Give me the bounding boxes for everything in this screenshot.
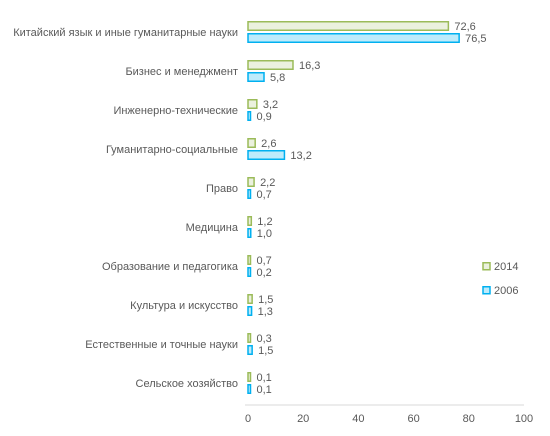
- bar-2014: [247, 255, 252, 265]
- bar-2014: [247, 99, 258, 109]
- category-label: Бизнес и менеджмент: [125, 66, 238, 78]
- data-label-2014: 2,6: [261, 138, 276, 150]
- data-label-2014: 0,3: [257, 333, 272, 345]
- category-labels: Китайский язык и иные гуманитарные науки…: [13, 27, 239, 390]
- bar-2006: [247, 72, 265, 82]
- data-label-2006: 1,0: [257, 228, 272, 240]
- bar-2014: [247, 333, 252, 343]
- legend: 2014 2006: [482, 261, 518, 297]
- legend-label-2014: 2014: [494, 261, 518, 273]
- data-label-2014: 1,2: [257, 216, 272, 228]
- category-label: Медицина: [186, 222, 239, 234]
- data-label-2006: 76,5: [465, 33, 486, 45]
- data-label-2006: 0,7: [257, 189, 272, 201]
- x-tick-label: 60: [407, 413, 419, 425]
- x-tick-label: 20: [297, 413, 309, 425]
- data-label-2014: 16,3: [299, 60, 320, 72]
- data-label-2006: 13,2: [290, 150, 311, 162]
- bar-2014: [247, 21, 450, 31]
- bar-2006: [247, 306, 253, 316]
- bars: [247, 21, 460, 394]
- x-tick-label: 100: [515, 413, 533, 425]
- data-label-2006: 5,8: [270, 72, 285, 84]
- legend-label-2006: 2006: [494, 285, 518, 297]
- data-label-2014: 0,1: [257, 372, 272, 384]
- bar-2014: [247, 177, 255, 187]
- x-tick-label: 40: [352, 413, 364, 425]
- bar-2014: [247, 60, 294, 70]
- bar-2014: [247, 372, 252, 382]
- value-labels: 72,676,516,35,83,20,92,613,22,20,71,21,0…: [257, 21, 487, 396]
- data-label-2006: 0,1: [257, 384, 272, 396]
- bar-2006: [247, 33, 460, 43]
- data-label-2014: 72,6: [454, 21, 475, 33]
- bar-2006: [247, 345, 253, 355]
- data-label-2006: 0,9: [257, 111, 272, 123]
- data-label-2014: 3,2: [263, 99, 278, 111]
- x-axis-ticks: 0 20 40 60 80 100: [245, 413, 533, 425]
- data-label-2014: 1,5: [258, 294, 273, 306]
- data-label-2006: 1,5: [258, 345, 273, 357]
- bar-2006: [247, 228, 252, 238]
- bar-2006: [247, 384, 252, 394]
- bar-2006: [247, 267, 252, 277]
- data-label-2014: 0,7: [257, 255, 272, 267]
- bar-2014: [247, 294, 253, 304]
- category-label: Гуманитарно-социальные: [106, 144, 238, 156]
- category-label: Естественные и точные науки: [85, 339, 238, 351]
- category-label: Образование и педагогика: [102, 261, 239, 273]
- x-tick-label: 80: [463, 413, 475, 425]
- category-label: Китайский язык и иные гуманитарные науки: [13, 27, 238, 39]
- data-label-2006: 0,2: [257, 267, 272, 279]
- x-tick-label: 0: [245, 413, 251, 425]
- data-label-2014: 2,2: [260, 177, 275, 189]
- category-label: Инженерно-технические: [113, 105, 238, 117]
- bar-2014: [247, 216, 253, 226]
- legend-swatch-2014: [482, 262, 491, 271]
- data-label-2006: 1,3: [258, 306, 273, 318]
- bar-2006: [247, 189, 252, 199]
- category-label: Право: [206, 183, 238, 195]
- category-label: Сельское хозяйство: [136, 378, 238, 390]
- bar-2006: [247, 150, 286, 160]
- bar-2006: [247, 111, 252, 121]
- legend-swatch-2006: [482, 286, 491, 295]
- bar-2014: [247, 138, 256, 148]
- category-label: Культура и искусство: [130, 300, 238, 312]
